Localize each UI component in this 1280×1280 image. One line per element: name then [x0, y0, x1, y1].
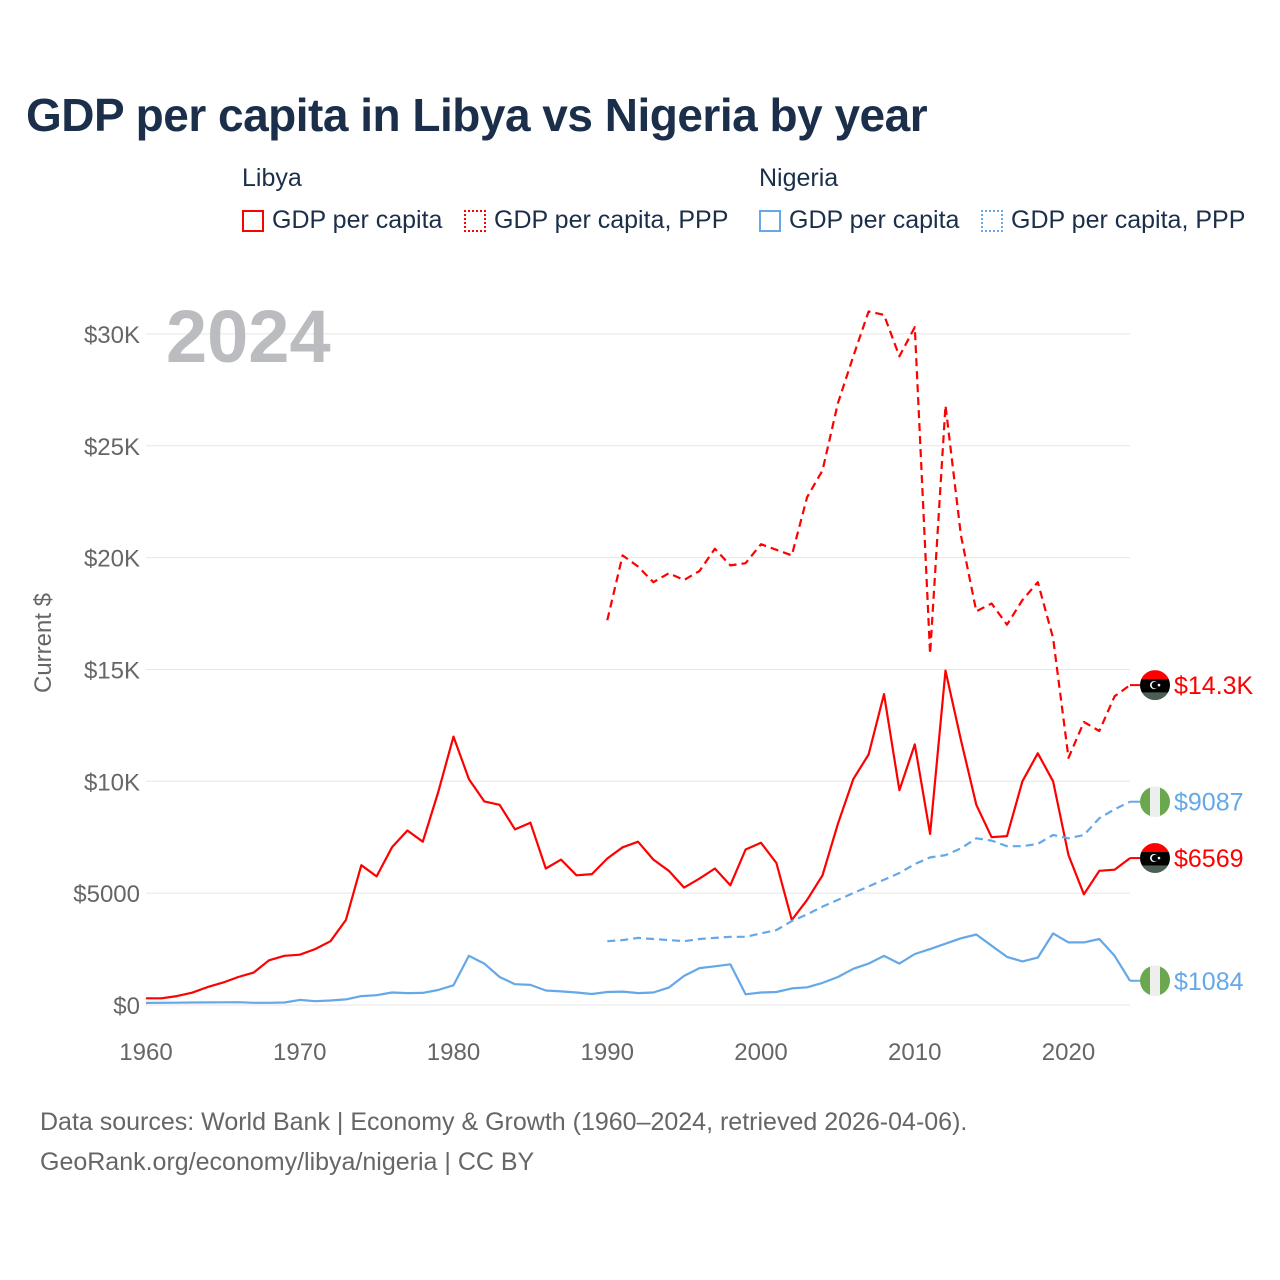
x-tick-label: 1970 [273, 1039, 326, 1066]
end-value-label: $1084 [1174, 968, 1244, 996]
y-tick-label: $0 [113, 993, 140, 1020]
legend-nigeria-ppp[interactable]: GDP per capita, PPP [981, 206, 1245, 235]
y-tick-label: $10K [84, 769, 140, 796]
legend-libya-gdp[interactable]: GDP per capita [242, 206, 442, 235]
end-value-label: $14.3K [1174, 672, 1254, 700]
y-axis-label: Current $ [30, 593, 57, 693]
legend-label: GDP per capita, PPP [1011, 206, 1246, 234]
legend-swatch-solid-red [242, 209, 264, 232]
x-tick-label: 1990 [581, 1039, 634, 1066]
series-line-libya-gdp-per-capita-ppp [606, 310, 1131, 759]
legend-group-libya: Libya [242, 164, 302, 192]
legend-swatch-dotted-blue [981, 209, 1003, 232]
legend-libya-ppp[interactable]: GDP per capita, PPP [464, 206, 728, 235]
legend-swatch-solid-blue [759, 209, 781, 232]
legend-nigeria-gdp[interactable]: GDP per capita [759, 206, 959, 235]
x-tick-label: 1960 [119, 1039, 172, 1066]
libya-flag-icon [1140, 843, 1170, 874]
y-tick-label: $20K [84, 546, 140, 573]
x-tick-label: 2010 [888, 1039, 941, 1066]
legend-group-nigeria: Nigeria [759, 164, 839, 192]
legend-label: GDP per capita [272, 206, 443, 234]
y-tick-label: $5000 [73, 881, 140, 908]
series-line-libya-gdp-per-capita [146, 669, 1131, 1000]
end-value-label: $6569 [1174, 845, 1244, 873]
y-tick-label: $30K [84, 322, 140, 349]
chart-title: GDP per capita in Libya vs Nigeria by ye… [26, 89, 928, 141]
legend-label: GDP per capita [789, 206, 960, 234]
x-tick-label: 1980 [427, 1039, 480, 1066]
series-line-nigeria-gdp-per-capita [145, 932, 1131, 1005]
y-tick-label: $15K [84, 657, 140, 684]
nigeria-flag-icon [1140, 786, 1170, 817]
source-line-1: Data sources: World Bank | Economy & Gro… [40, 1108, 968, 1136]
y-tick-label: $25K [84, 434, 140, 461]
nigeria-flag-icon [1140, 965, 1170, 996]
end-value-label: $9087 [1174, 789, 1244, 817]
libya-flag-icon [1140, 670, 1170, 701]
x-tick-label: 2020 [1042, 1039, 1095, 1066]
x-tick-label: 2000 [734, 1039, 787, 1066]
legend-label: GDP per capita, PPP [494, 206, 729, 234]
chart-plot: $0 $5000 $10K $15K $20K $25K $30K 1960 1970 1980 1… [30, 295, 1254, 1066]
year-watermark: 2024 [166, 295, 331, 378]
source-line-2: GeoRank.org/economy/libya/nigeria | CC B… [40, 1148, 535, 1176]
series-line-nigeria-gdp-per-capita-ppp [607, 800, 1131, 943]
legend-swatch-dotted-red [464, 209, 486, 232]
